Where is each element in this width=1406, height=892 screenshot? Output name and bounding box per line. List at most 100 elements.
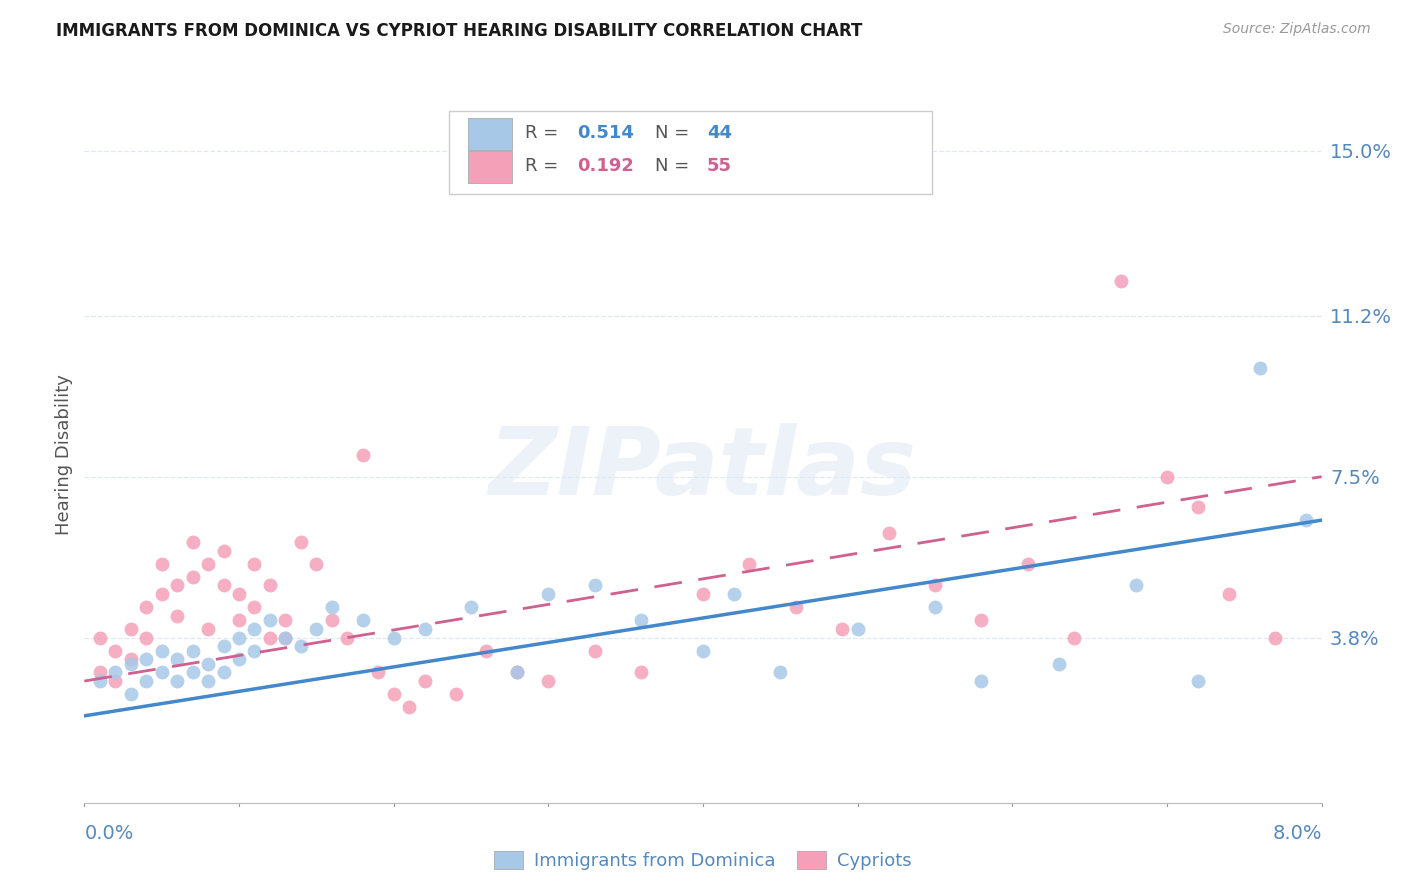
Point	[413, 622, 436, 636]
Point	[1047, 657, 1070, 671]
Point	[274, 613, 297, 627]
FancyBboxPatch shape	[468, 118, 512, 150]
Point	[181, 665, 204, 680]
Y-axis label: Hearing Disability: Hearing Disability	[55, 375, 73, 535]
Text: R =: R =	[524, 157, 564, 175]
Point	[537, 587, 560, 601]
Point	[120, 652, 142, 666]
Point	[166, 578, 188, 592]
Text: 0.192: 0.192	[576, 157, 634, 175]
Point	[135, 652, 157, 666]
Point	[135, 631, 157, 645]
Point	[274, 631, 297, 645]
Point	[583, 643, 606, 657]
Point	[846, 622, 869, 636]
Point	[1109, 274, 1132, 288]
Point	[413, 674, 436, 689]
Point	[1249, 360, 1271, 375]
Point	[692, 587, 714, 601]
Point	[970, 613, 993, 627]
Point	[259, 613, 281, 627]
Point	[738, 557, 761, 571]
Point	[1218, 587, 1240, 601]
FancyBboxPatch shape	[450, 111, 932, 194]
Text: 8.0%: 8.0%	[1272, 823, 1322, 843]
Point	[197, 622, 219, 636]
Point	[367, 665, 389, 680]
Point	[274, 631, 297, 645]
Point	[1017, 557, 1039, 571]
Point	[1187, 500, 1209, 514]
Point	[212, 543, 235, 558]
Point	[181, 643, 204, 657]
Text: 0.0%: 0.0%	[84, 823, 134, 843]
Point	[197, 557, 219, 571]
Point	[769, 665, 792, 680]
Point	[924, 578, 946, 592]
Point	[537, 674, 560, 689]
Point	[630, 613, 652, 627]
Point	[444, 687, 467, 701]
Text: N =: N =	[655, 157, 695, 175]
Point	[243, 622, 266, 636]
Point	[120, 657, 142, 671]
Point	[398, 700, 420, 714]
Point	[197, 657, 219, 671]
Point	[135, 600, 157, 615]
Text: ZIPatlas: ZIPatlas	[489, 423, 917, 515]
Point	[181, 535, 204, 549]
Point	[181, 570, 204, 584]
Point	[1156, 469, 1178, 483]
Point	[692, 643, 714, 657]
Point	[723, 587, 745, 601]
Point	[150, 557, 173, 571]
Point	[290, 535, 312, 549]
Point	[150, 665, 173, 680]
Legend: Immigrants from Dominica, Cypriots: Immigrants from Dominica, Cypriots	[486, 844, 920, 877]
Text: N =: N =	[655, 125, 695, 143]
Point	[630, 665, 652, 680]
Point	[104, 665, 127, 680]
Point	[104, 674, 127, 689]
Point	[228, 613, 250, 627]
Text: Source: ZipAtlas.com: Source: ZipAtlas.com	[1223, 22, 1371, 37]
Point	[382, 687, 405, 701]
Point	[460, 600, 482, 615]
Point	[506, 665, 529, 680]
Text: IMMIGRANTS FROM DOMINICA VS CYPRIOT HEARING DISABILITY CORRELATION CHART: IMMIGRANTS FROM DOMINICA VS CYPRIOT HEAR…	[56, 22, 863, 40]
Point	[321, 600, 343, 615]
Point	[1295, 513, 1317, 527]
Point	[382, 631, 405, 645]
Point	[212, 665, 235, 680]
Point	[877, 526, 900, 541]
Point	[970, 674, 993, 689]
Point	[290, 639, 312, 653]
Point	[135, 674, 157, 689]
Point	[228, 652, 250, 666]
Text: R =: R =	[524, 125, 564, 143]
Point	[259, 631, 281, 645]
Point	[352, 613, 374, 627]
Point	[506, 665, 529, 680]
Point	[150, 643, 173, 657]
Point	[831, 622, 853, 636]
Point	[197, 674, 219, 689]
Point	[475, 643, 498, 657]
Point	[228, 587, 250, 601]
Point	[321, 613, 343, 627]
Point	[228, 631, 250, 645]
Point	[243, 643, 266, 657]
Point	[120, 622, 142, 636]
Point	[1264, 631, 1286, 645]
Text: 44: 44	[707, 125, 731, 143]
Point	[785, 600, 807, 615]
Point	[352, 448, 374, 462]
Point	[583, 578, 606, 592]
Point	[305, 622, 328, 636]
Point	[1187, 674, 1209, 689]
Point	[243, 600, 266, 615]
Point	[259, 578, 281, 592]
Point	[212, 639, 235, 653]
Point	[104, 643, 127, 657]
Point	[166, 652, 188, 666]
